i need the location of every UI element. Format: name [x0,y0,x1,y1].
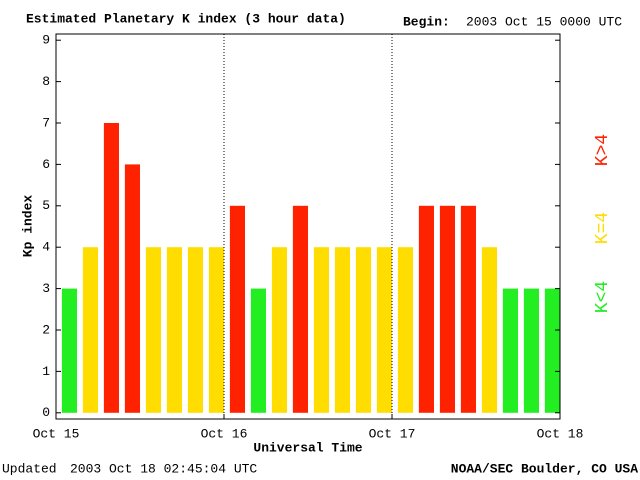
y-tick-label: 3 [42,281,50,296]
y-tick-label: 0 [42,405,50,420]
plot-frame [55,33,561,420]
legend-entry: K=4 [593,212,613,244]
bar [208,247,224,413]
bar [124,164,140,413]
x-tick-label: Oct 18 [537,426,584,441]
x-tick-label: Oct 16 [201,426,248,441]
bar [292,205,308,413]
bar [61,288,77,413]
source: NOAA/SEC Boulder, CO USA [451,461,638,476]
bar [439,205,455,413]
updated-date: 2003 Oct 18 02:45:04 UTC [70,461,257,476]
bar [103,123,119,413]
bar [334,247,350,413]
legend-entry: K>4 [593,134,613,166]
bar [250,288,266,413]
bar [502,288,518,413]
bar [166,247,182,413]
bar [397,247,413,413]
begin-label: Begin: [403,14,450,29]
y-tick-label: 7 [42,115,50,130]
bar [229,205,245,413]
bar [271,247,287,413]
y-tick-label: 6 [42,157,50,172]
y-tick-label: 1 [42,364,50,379]
chart-title: Estimated Planetary K index (3 hour data… [26,11,346,26]
bar [313,247,329,413]
x-tick-label: Oct 15 [33,426,80,441]
bar [523,288,539,413]
x-axis-label: Universal Time [253,440,362,455]
bar [187,247,203,413]
y-tick-label: 8 [42,74,50,89]
y-tick-label: 9 [42,33,50,48]
legend-entry: K<4 [593,281,613,313]
y-axis-label: Kp index [20,195,35,258]
x-tick-label: Oct 17 [369,426,416,441]
bar [82,247,98,413]
bar [481,247,497,413]
bar [418,205,434,413]
bar [460,205,476,413]
bar [355,247,371,413]
updated-label: Updated [2,461,57,476]
y-tick-label: 2 [42,322,50,337]
bar [544,288,560,413]
bar [376,247,392,413]
begin-date: 2003 Oct 15 0000 UTC [466,14,622,29]
y-tick-label: 5 [42,198,50,213]
bar [145,247,161,413]
y-tick-label: 4 [42,240,50,255]
